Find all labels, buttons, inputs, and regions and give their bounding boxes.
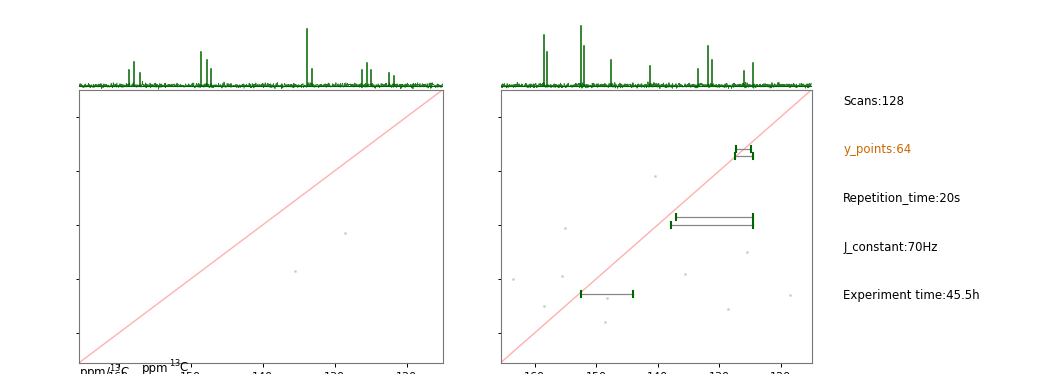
Text: $^{13}$C: $^{13}$C — [169, 359, 189, 374]
Text: ppm: ppm — [142, 362, 169, 374]
Text: ppm/$^{13}$C: ppm/$^{13}$C — [79, 364, 130, 374]
Text: Experiment time:45.5h: Experiment time:45.5h — [843, 289, 980, 302]
Text: J_constant:70Hz: J_constant:70Hz — [843, 240, 938, 254]
Text: Scans:128: Scans:128 — [843, 95, 904, 108]
Text: y_points:64: y_points:64 — [843, 143, 912, 156]
Text: Repetition_time:20s: Repetition_time:20s — [843, 192, 961, 205]
